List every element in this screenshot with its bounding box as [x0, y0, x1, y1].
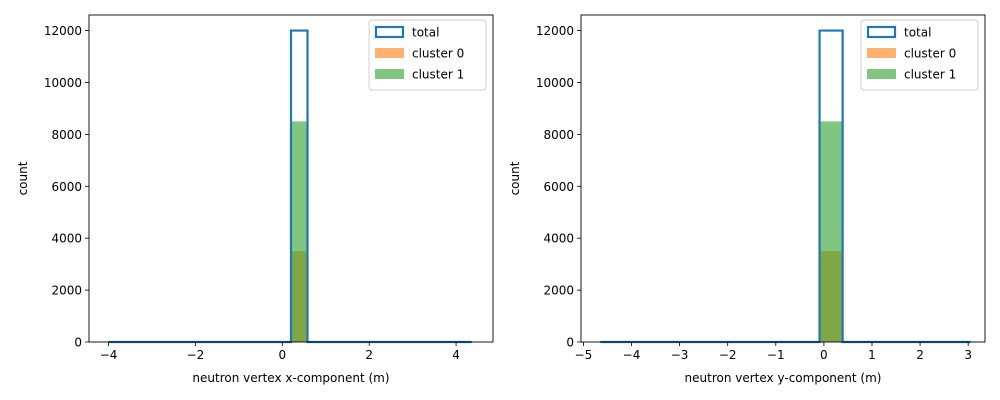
x-tick-label: −1	[767, 348, 785, 362]
x-axis-label: neutron vertex x-component (m)	[192, 371, 389, 385]
x-tick-label: 0	[820, 348, 828, 362]
bar-cluster-1	[291, 121, 308, 343]
y-tick-label: 4000	[543, 232, 574, 246]
x-tick-label: −4	[100, 348, 118, 362]
y-axis-label: count	[508, 161, 522, 195]
x-tick-label: 0	[278, 348, 286, 362]
y-tick-label: 2000	[543, 284, 574, 298]
y-tick-label: 10000	[536, 76, 574, 90]
x-tick-label: −2	[187, 348, 205, 362]
legend-swatch-cluster-0	[867, 48, 896, 58]
x-tick-label: 1	[868, 348, 876, 362]
legend-swatch-total	[374, 25, 405, 39]
legend-label: cluster 0	[412, 47, 464, 61]
chart-panel-0: −4 −2 0 2 4 0 2000 4000 6000 8000 10000 12000 neutro…	[16, 14, 494, 385]
y-tick-label: 8000	[543, 128, 574, 142]
legend: total cluster 0 cluster 1	[860, 19, 979, 91]
y-tick-label: 12000	[536, 24, 574, 38]
x-tick-label: −2	[719, 348, 737, 362]
x-axis-label: neutron vertex y-component (m)	[685, 371, 882, 385]
legend-label: cluster 0	[904, 47, 956, 61]
legend-swatch-total	[866, 25, 897, 39]
y-tick-label: 2000	[51, 284, 82, 298]
y-tick-label: 10000	[44, 76, 82, 90]
legend-swatch-cluster-1	[375, 69, 404, 79]
y-tick-label: 6000	[51, 180, 82, 194]
x-tick-label: 4	[452, 348, 460, 362]
y-tick-label: 6000	[543, 180, 574, 194]
y-tick-label: 0	[566, 336, 574, 350]
axes-frame	[580, 14, 986, 343]
y-axis-label: count	[16, 161, 30, 195]
x-tick-label: −5	[575, 348, 593, 362]
legend-swatch-cluster-1	[867, 69, 896, 79]
x-tick-label: 2	[916, 348, 924, 362]
x-tick-label: 2	[365, 348, 373, 362]
legend: total cluster 0 cluster 1	[368, 19, 487, 91]
legend-label: total	[904, 26, 931, 40]
legend-label: cluster 1	[904, 68, 956, 82]
legend-label: total	[412, 26, 439, 40]
y-tick-label: 8000	[51, 128, 82, 142]
bar-cluster-1	[819, 121, 843, 343]
legend-swatch-cluster-0	[375, 48, 404, 58]
x-tick-label: 3	[964, 348, 972, 362]
x-tick-label: −3	[671, 348, 689, 362]
y-tick-label: 4000	[51, 232, 82, 246]
chart-panel-1: −5 −4 −3 −2 −1 0 1 2 3 0 2000 4000 6000 8000 10000 1200…	[508, 14, 986, 385]
y-tick-label: 12000	[44, 24, 82, 38]
legend-label: cluster 1	[412, 68, 464, 82]
axes-frame	[88, 14, 494, 343]
y-tick-label: 0	[74, 336, 82, 350]
x-tick-label: −4	[623, 348, 641, 362]
